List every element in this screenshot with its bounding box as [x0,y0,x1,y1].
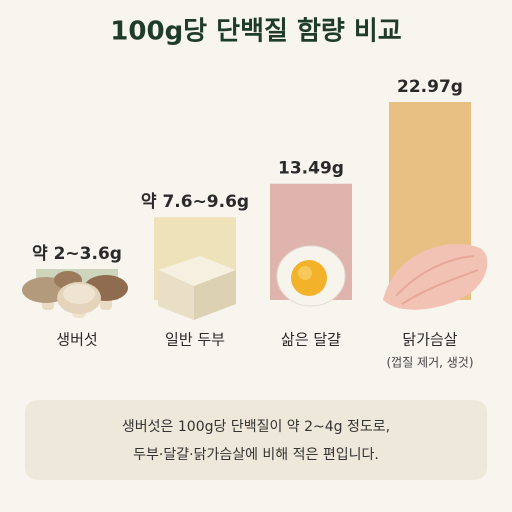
category-label: 삶은 달걀 [281,331,341,349]
food-images [22,243,488,320]
tofu-image [158,256,236,320]
category-note: (껍질 제거, 생것) [386,356,473,370]
footnote-line: 생버섯은 100g당 단백질이 약 2~4g 정도로, [122,419,390,435]
chicken-image [383,243,488,310]
mushroom-image [22,271,128,318]
category-label: 일반 두부 [165,331,225,349]
value-label: 약 7.6~9.6g [141,191,249,212]
category-label: 닭가슴살 [402,331,457,349]
egg-image [276,245,346,307]
footnote-box [25,400,487,480]
value-label: 약 2~3.6g [32,243,122,264]
value-label: 22.97g [397,77,463,97]
category-label: 생버섯 [56,331,97,349]
footnote-line: 두부·달걀·닭가슴살에 비해 적은 편입니다. [133,447,379,463]
value-label: 13.49g [278,159,344,179]
chart-title: 100g당 단백질 함량 비교 [110,17,401,47]
